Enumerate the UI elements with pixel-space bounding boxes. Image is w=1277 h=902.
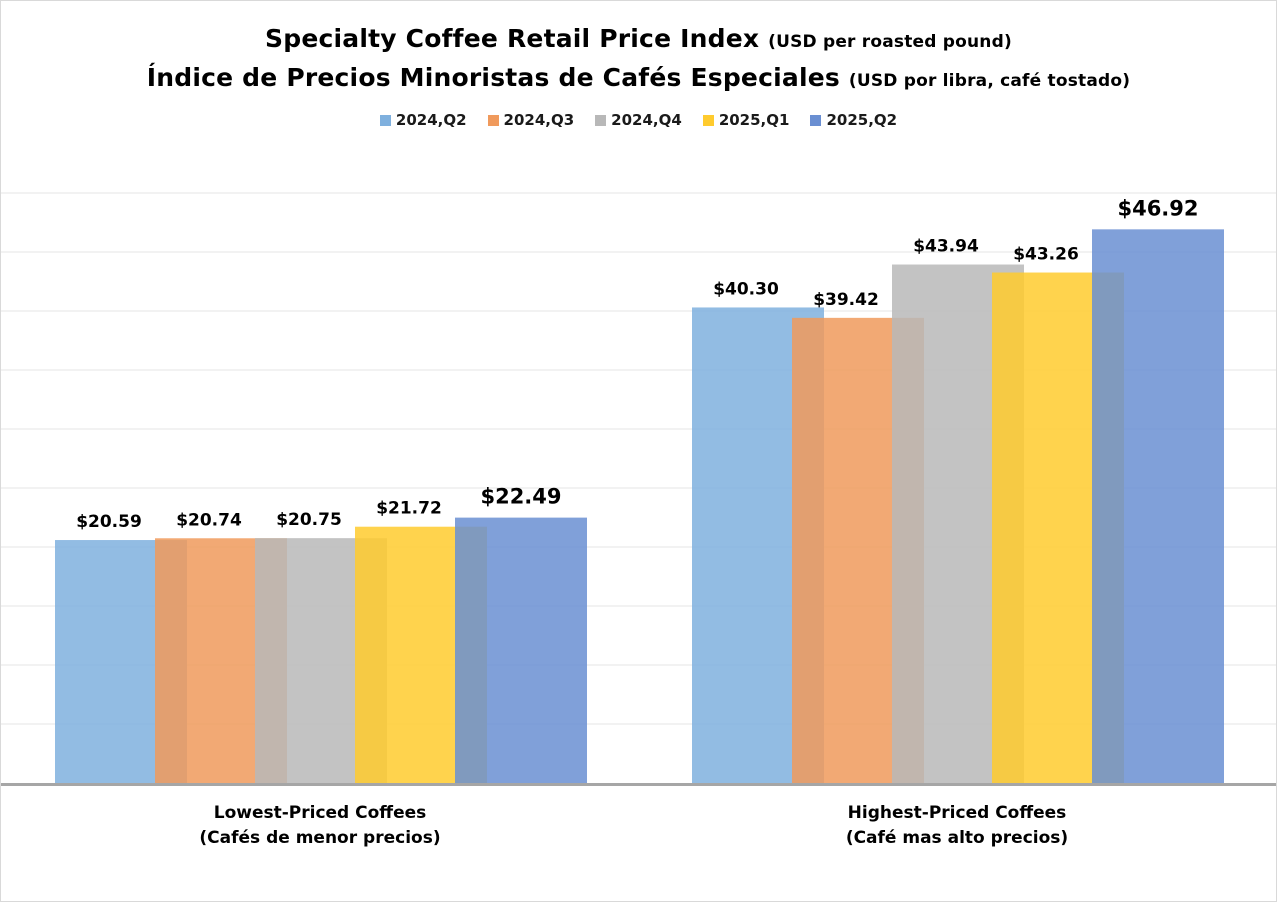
category-label-lowest: Lowest-Priced Coffees (Cafés de menor pr… (120, 801, 520, 851)
chart-legend: 2024,Q2 2024,Q3 2024,Q4 2025,Q1 2025,Q2 (1, 111, 1276, 129)
legend-swatch (379, 114, 391, 126)
data-label: $43.94 (913, 237, 979, 257)
title-line-es: Índice de Precios Minoristas de Cafés Es… (1, 60, 1276, 99)
title-text: Specialty Coffee Retail Price Index (265, 24, 760, 53)
category-label-highest-es: (Café mas alto precios) (845, 828, 1069, 848)
legend-item: 2025,Q1 (702, 111, 790, 129)
legend-label: 2025,Q2 (826, 111, 898, 129)
data-label: $39.42 (813, 290, 879, 310)
legend-item: 2024,Q4 (595, 111, 682, 129)
data-label: $22.49 (480, 485, 561, 509)
data-label: $20.74 (176, 510, 242, 530)
data-label: $43.26 (1013, 245, 1079, 265)
title-units-es: (USD por libra, café tostado) (848, 71, 1131, 91)
legend-swatch (487, 114, 499, 126)
category-label-highest: Highest-Priced Coffees (Café mas alto pr… (757, 801, 1157, 851)
title-line-en: Specialty Coffee Retail Price Index (USD… (1, 21, 1276, 60)
category-label-highest-en: Highest-Priced Coffees (847, 803, 1067, 823)
data-label: $20.59 (76, 512, 142, 532)
data-label: $46.92 (1117, 196, 1198, 220)
category-label-lowest-en: Lowest-Priced Coffees (213, 803, 427, 823)
bar-2025-q2-lowest (455, 517, 587, 783)
legend-label: 2024,Q3 (503, 111, 575, 129)
legend-swatch (702, 114, 714, 126)
bar-2025-q2-highest (1092, 229, 1224, 783)
category-label-lowest-es: (Cafés de menor precios) (199, 828, 441, 848)
chart-title: Specialty Coffee Retail Price Index (USD… (1, 21, 1276, 99)
legend-label: 2024,Q2 (395, 111, 467, 129)
legend-swatch (810, 114, 822, 126)
legend-item: 2025,Q2 (810, 111, 897, 129)
title-text-es: Índice de Precios Minoristas de Cafés Es… (146, 63, 840, 92)
legend-item: 2024,Q3 (487, 111, 575, 129)
legend-swatch (595, 114, 607, 126)
legend-label: 2025,Q1 (718, 111, 790, 129)
data-label: $20.75 (276, 510, 342, 530)
data-label: $40.30 (713, 279, 779, 299)
data-label: $21.72 (376, 499, 442, 519)
legend-item: 2024,Q2 (379, 111, 467, 129)
title-units: (USD per roasted pound) (768, 32, 1012, 52)
legend-label: 2024,Q4 (611, 111, 682, 129)
